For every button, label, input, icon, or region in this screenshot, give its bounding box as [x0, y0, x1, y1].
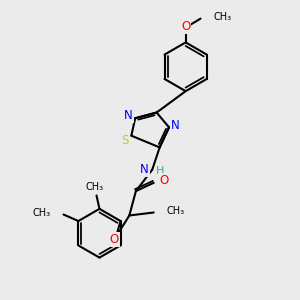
Text: O: O: [110, 233, 119, 246]
Text: CH₃: CH₃: [166, 206, 184, 216]
Text: CH₃: CH₃: [213, 12, 231, 22]
Text: O: O: [181, 20, 190, 33]
Text: CH₃: CH₃: [33, 208, 51, 218]
Text: O: O: [159, 174, 168, 187]
Text: S: S: [122, 134, 129, 147]
Text: N: N: [140, 163, 149, 176]
Text: N: N: [124, 110, 133, 122]
Text: H: H: [156, 166, 164, 176]
Text: N: N: [171, 119, 180, 132]
Text: CH₃: CH₃: [86, 182, 104, 192]
